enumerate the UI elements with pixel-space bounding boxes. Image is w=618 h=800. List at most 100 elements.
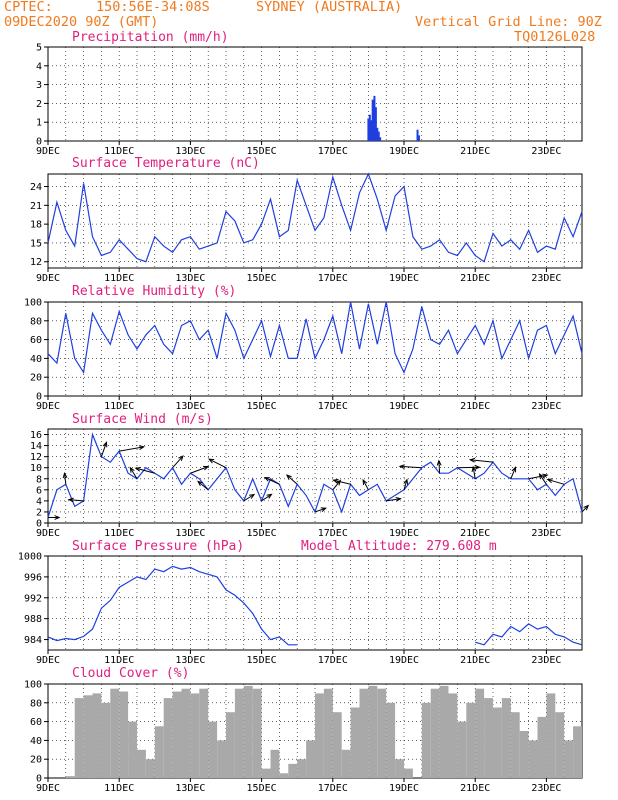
wind-arrow <box>528 474 548 480</box>
cloud-bar <box>528 740 538 778</box>
panel-temperature: 12 15 18 21 24 9DEC 11DEC 13DEC 15DEC 17DEC 19DEC 2… <box>30 156 583 284</box>
wind-arrow-head <box>436 459 442 466</box>
y-tick-label: 60 <box>30 335 42 346</box>
cloud-bar <box>555 712 565 778</box>
cloud-bar <box>163 698 173 778</box>
cloud-bar <box>368 685 378 778</box>
cloud-bar <box>439 685 449 778</box>
x-tick-label: 17DEC <box>318 146 348 157</box>
y-tick-label: 2 <box>36 99 42 110</box>
wind-arrow-head <box>208 458 215 464</box>
cloud-bar <box>172 691 182 778</box>
precip-bar <box>371 99 374 141</box>
wind-arrow <box>190 466 209 474</box>
x-tick-label: 19DEC <box>389 401 419 412</box>
x-tick-label: 21DEC <box>460 655 490 666</box>
y-tick-label: 80 <box>30 698 42 709</box>
wind-arrow-head <box>249 493 256 499</box>
cloud-bar <box>261 768 271 778</box>
x-tick-label: 13DEC <box>175 783 205 794</box>
wind-arrow-head <box>395 497 402 502</box>
precip-bar <box>367 118 370 141</box>
cloud-bar <box>377 688 387 778</box>
wind-arrow <box>261 493 272 502</box>
panel-title: Surface Temperature (nC) <box>72 156 260 171</box>
cloud-bar <box>288 763 298 778</box>
wind-arrow <box>197 481 209 491</box>
y-tick-label: 100 <box>24 680 42 691</box>
precip-bar <box>368 114 371 141</box>
header-coords: 150:56E-34:08S <box>96 0 210 15</box>
x-tick-label: 21DEC <box>460 273 490 284</box>
wind-arrow <box>386 498 401 502</box>
wind-arrow-head <box>134 466 141 472</box>
y-tick-label: 988 <box>24 614 42 625</box>
x-tick-label: 11DEC <box>104 655 134 666</box>
cloud-bar <box>128 721 137 778</box>
x-tick-label: 9DEC <box>36 146 60 157</box>
cloud-bar <box>208 721 218 778</box>
cloud-bar <box>386 702 396 778</box>
cloud-bar <box>137 749 146 778</box>
wind-arrow <box>438 460 441 474</box>
precip-bar <box>374 107 377 141</box>
y-tick-label: 0 <box>36 519 42 530</box>
panel-humidity: 0 20 40 60 80 100 9DEC 11DEC 13DEC 15DEC 17DEC 19DE… <box>24 284 583 412</box>
cloud-bar <box>323 688 333 778</box>
y-tick-label: 4 <box>36 61 42 72</box>
y-tick-label: 100 <box>24 298 42 309</box>
precip-bar <box>376 127 379 141</box>
wind-arrow-head <box>138 445 146 451</box>
x-tick-label: 11DEC <box>104 528 134 539</box>
x-tick-label: 23DEC <box>531 528 561 539</box>
x-tick-label: 19DEC <box>389 146 419 157</box>
temperature-line <box>47 172 583 263</box>
wind-arrow <box>470 459 494 463</box>
wind-arrow <box>119 446 144 452</box>
wind-arrow <box>243 494 255 502</box>
pressure-line <box>475 623 583 646</box>
wind-arrow <box>472 466 476 479</box>
cloud-bar <box>101 702 111 778</box>
x-tick-label: 9DEC <box>36 655 60 666</box>
cloud-bar <box>217 740 226 778</box>
y-tick-label: 15 <box>30 238 42 249</box>
wind-arrow <box>64 473 67 485</box>
plot-frame <box>47 301 583 397</box>
wind-arrow <box>314 507 326 513</box>
x-tick-label: 15DEC <box>247 655 277 666</box>
cloud-bar <box>537 716 547 778</box>
y-tick-label: 1 <box>36 118 42 129</box>
cloud-bar <box>65 776 75 778</box>
precip-bar <box>417 135 420 141</box>
cloud-bar <box>279 773 289 778</box>
y-tick-label: 10 <box>30 463 42 474</box>
wind-arrow-head <box>583 504 590 511</box>
y-tick-label: 992 <box>24 593 42 604</box>
precip-bar <box>416 129 419 141</box>
x-tick-label: 13DEC <box>175 146 205 157</box>
wind-arrow-head <box>471 465 477 473</box>
cloud-bar <box>501 698 511 778</box>
header-grid-note: Vertical Grid Line: 90Z <box>415 14 602 30</box>
wind-arrow-head <box>511 466 517 473</box>
panel-title: Precipitation (mm/h) <box>72 30 229 45</box>
y-tick-label: 2 <box>36 507 42 518</box>
wind-arrow-head <box>102 441 108 448</box>
x-tick-label: 9DEC <box>36 783 60 794</box>
wind-arrow-head <box>362 478 368 486</box>
y-tick-label: 996 <box>24 572 42 583</box>
panel-title: Cloud Cover (%) <box>72 666 189 681</box>
x-tick-label: 19DEC <box>389 655 419 666</box>
cloud-bar <box>234 688 244 778</box>
wind-arrow <box>510 467 517 479</box>
cloud-bar <box>74 698 84 778</box>
y-tick-label: 80 <box>30 316 42 327</box>
cloud-bar <box>493 707 502 778</box>
panel-title: Surface Pressure (hPa) <box>72 539 244 554</box>
cloud-bar <box>341 749 351 778</box>
panel-title: Relative Humidity (%) <box>72 284 236 299</box>
precip-bar <box>379 137 382 141</box>
wind-arrow <box>539 473 547 485</box>
wind-arrow-head <box>67 497 74 503</box>
